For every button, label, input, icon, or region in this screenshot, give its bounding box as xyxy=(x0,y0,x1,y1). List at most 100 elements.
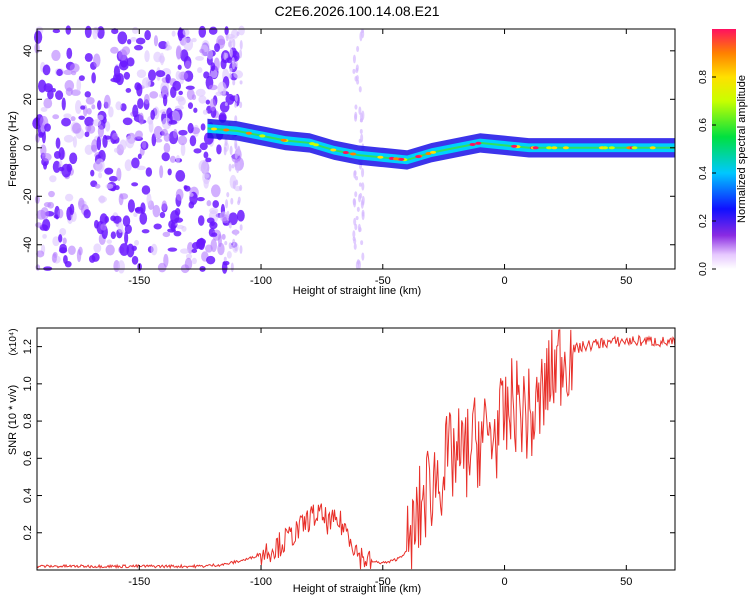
noise-speckle xyxy=(134,130,143,139)
noise-speckle xyxy=(85,96,95,105)
noise-speckle xyxy=(360,240,364,246)
noise-speckle xyxy=(48,190,55,198)
noise-speckle xyxy=(117,31,128,45)
noise-speckle xyxy=(234,94,238,102)
noise-speckle xyxy=(72,122,82,134)
noise-speckle xyxy=(226,192,230,198)
noise-speckle xyxy=(178,90,183,96)
noise-speckle xyxy=(87,124,96,134)
noise-speckle xyxy=(148,69,157,81)
noise-speckle xyxy=(180,142,186,157)
noise-speckle xyxy=(106,239,112,244)
noise-speckle xyxy=(193,148,202,154)
noise-speckle xyxy=(175,45,182,60)
noise-speckle xyxy=(67,245,76,256)
noise-speckle xyxy=(80,105,86,110)
noise-speckle xyxy=(161,90,169,99)
noise-speckle xyxy=(361,29,365,39)
noise-speckle xyxy=(239,40,243,50)
noise-speckle xyxy=(227,41,231,48)
noise-speckle xyxy=(196,238,206,246)
y-tick-label: 0.4 xyxy=(22,488,34,503)
noise-speckle xyxy=(134,207,141,213)
noise-speckle xyxy=(163,142,171,154)
noise-speckle xyxy=(237,146,241,157)
noise-speckle xyxy=(197,67,203,74)
noise-speckle xyxy=(138,112,144,125)
snr-frame xyxy=(36,327,676,571)
noise-speckle xyxy=(173,230,182,237)
noise-speckle xyxy=(203,151,209,159)
snr-multiplier: (x10⁴) xyxy=(8,328,19,355)
ridge-hotspot xyxy=(342,151,349,155)
noise-speckle xyxy=(84,52,93,62)
snr-y-label: SNR (10 * v/v) xyxy=(7,385,19,455)
noise-speckle xyxy=(357,223,361,233)
noise-speckle xyxy=(59,243,67,254)
spectrogram-y-ticks: -40 -20 0 20 40 xyxy=(22,45,675,253)
noise-speckle xyxy=(90,169,95,177)
noise-speckle xyxy=(111,28,119,35)
noise-speckle xyxy=(161,128,169,137)
noise-speckle xyxy=(135,37,146,45)
noise-speckle xyxy=(185,85,195,90)
noise-speckle xyxy=(41,152,52,162)
noise-speckle xyxy=(84,116,94,127)
noise-speckle xyxy=(221,233,226,240)
noise-speckle xyxy=(361,209,365,217)
noise-speckle xyxy=(152,204,161,218)
noise-speckle xyxy=(209,98,216,112)
noise-speckle xyxy=(139,212,148,225)
noise-speckle xyxy=(136,165,146,171)
spectrogram-y-label: Frequency (Hz) xyxy=(7,111,19,187)
noise-speckle xyxy=(56,68,63,77)
noise-speckle xyxy=(58,234,63,243)
noise-speckle xyxy=(235,179,239,186)
colorbar: 0.0 0.2 0.4 0.6 0.8 Normalized spectral ampl… xyxy=(698,29,748,276)
noise-speckle xyxy=(226,250,232,259)
ridge-hotspot xyxy=(532,146,539,150)
noise-speckle xyxy=(358,86,362,93)
noise-speckle xyxy=(110,46,119,54)
noise-speckle xyxy=(223,256,227,262)
noise-speckle xyxy=(232,238,236,246)
noise-speckle xyxy=(167,247,178,252)
noise-speckle xyxy=(359,118,363,123)
noise-speckle xyxy=(198,160,208,172)
noise-speckle xyxy=(137,98,144,110)
noise-speckle xyxy=(51,253,57,263)
noise-speckle xyxy=(175,70,181,81)
noise-speckle xyxy=(33,30,43,44)
noise-speckle xyxy=(78,75,85,82)
noise-speckle xyxy=(229,145,233,156)
noise-speckle xyxy=(143,93,150,105)
noise-speckle xyxy=(183,37,194,51)
ridge-hotspot xyxy=(511,144,518,148)
noise-speckle xyxy=(159,52,165,66)
noise-speckle xyxy=(63,254,68,265)
noise-speckle xyxy=(170,222,176,232)
noise-speckle xyxy=(162,231,171,238)
noise-speckle xyxy=(191,257,197,265)
noise-speckle xyxy=(197,215,205,226)
noise-speckle xyxy=(154,138,163,143)
noise-speckle xyxy=(234,115,238,123)
noise-speckle xyxy=(172,80,181,91)
noise-speckle xyxy=(93,243,102,253)
noise-speckle xyxy=(153,223,162,230)
noise-speckle xyxy=(239,49,243,59)
noise-speckle xyxy=(228,72,232,80)
noise-speckle xyxy=(228,163,232,172)
noise-speckle xyxy=(118,193,124,206)
noise-speckle xyxy=(185,253,193,260)
noise-speckle xyxy=(153,125,163,139)
noise-speckle xyxy=(94,183,101,189)
noise-speckle xyxy=(183,185,188,190)
noise-speckle xyxy=(159,165,164,179)
noise-speckle xyxy=(38,131,44,138)
noise-speckle xyxy=(191,248,198,253)
noise-speckle xyxy=(232,38,236,49)
noise-speckle xyxy=(78,246,83,256)
noise-speckle xyxy=(172,128,178,139)
ridge-hotspot xyxy=(280,138,287,142)
